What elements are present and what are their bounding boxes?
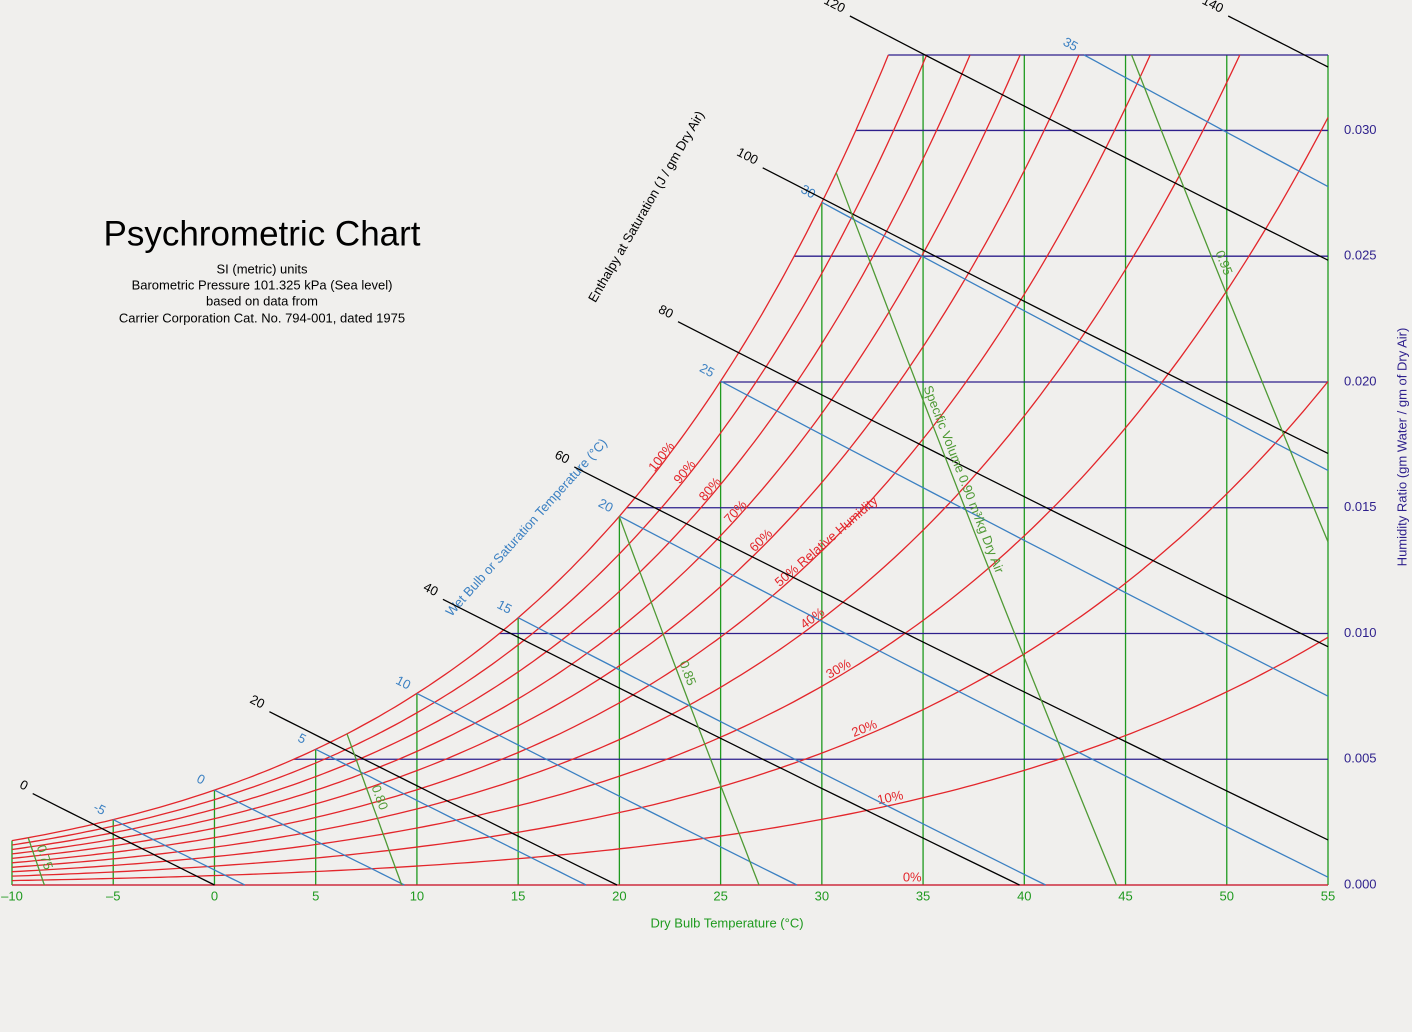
enthalpy-line [574,466,1329,841]
enthalpy-label: 20 [248,692,268,712]
x-tick-label: –10 [1,888,23,903]
rh-curve [11,54,971,851]
specific-volume-line [835,172,1118,886]
x-tick-label: 50 [1220,888,1234,903]
subtitle: based on data from [206,293,318,308]
specific-volume-line [1130,54,1329,543]
wet-bulb-label: 25 [697,360,717,380]
y-tick-label: 0.000 [1344,876,1377,891]
y-tick-label: 0.020 [1344,373,1377,388]
x-tick-label: 15 [511,888,525,903]
wet-bulb-label: 10 [394,672,414,692]
wet-bulb-label: 20 [596,495,616,515]
x-axis-title: Dry Bulb Temperature (°C) [650,915,803,930]
y-tick-label: 0.025 [1344,248,1377,263]
y-tick-label: 0.015 [1344,499,1377,514]
x-tick-label: 5 [312,888,319,903]
rh-curve [11,117,1329,873]
wet-bulb-label: 15 [495,597,515,617]
subtitle: Carrier Corporation Cat. No. 794-001, da… [119,310,405,325]
x-tick-label: 35 [916,888,930,903]
x-tick-label: 55 [1321,888,1335,903]
x-tick-label: 20 [612,888,626,903]
x-tick-label: 0 [211,888,218,903]
rh-curve [11,54,889,842]
y-tick-label: 0.005 [1344,751,1377,766]
rh-curve [11,54,1151,864]
specific-volume-line [27,837,46,886]
x-tick-label: 40 [1017,888,1031,903]
subtitle: Barometric Pressure 101.325 kPa (Sea lev… [132,277,393,292]
x-tick-label: 45 [1118,888,1132,903]
specific-volume-line [346,733,403,886]
wet-bulb-line [416,692,798,886]
enthalpy-line [442,598,1020,886]
wet-bulb-line [112,819,245,886]
rh-label: 10% [876,787,905,807]
rh-curve [11,381,1329,877]
rh-curve [11,54,1080,860]
enthalpy-line [762,167,1329,454]
rh-curve [11,636,1329,882]
chart-title: Psychrometric Chart [103,214,420,253]
x-tick-label: –5 [106,888,120,903]
y-tick-label: 0.030 [1344,122,1377,137]
enthalpy-line [849,15,1329,261]
y-axis-title: Humidity Ratio (gm Water / gm of Dry Air… [1394,328,1409,567]
x-tick-label: 10 [410,888,424,903]
y-tick-label: 0.010 [1344,625,1377,640]
rh-curve [11,54,928,846]
wet-bulb-line [517,617,1046,886]
specific-volume-line [618,516,760,886]
enthalpy-label: 60 [552,447,572,467]
wet-bulb-line [214,789,405,886]
x-tick-label: 25 [713,888,727,903]
enthalpy-label: 40 [421,579,441,599]
wet-bulb-line [821,201,1329,471]
x-tick-label: 30 [815,888,829,903]
wet-bulb-label: 35 [1061,34,1081,54]
wet-bulb-line [619,515,1329,878]
rh-curve [11,54,1241,868]
enthalpy-label: 80 [656,301,676,321]
wet-bulb-line [1083,54,1329,188]
enthalpy-line [677,321,1329,648]
subtitle: SI (metric) units [216,261,308,276]
enthalpy-line [32,793,215,886]
wet-bulb-line [720,380,1329,697]
enthalpy-line [1227,15,1329,68]
rh-curve [11,54,1021,855]
rh-label: 0% [903,869,922,884]
enthalpy-line [269,711,618,886]
